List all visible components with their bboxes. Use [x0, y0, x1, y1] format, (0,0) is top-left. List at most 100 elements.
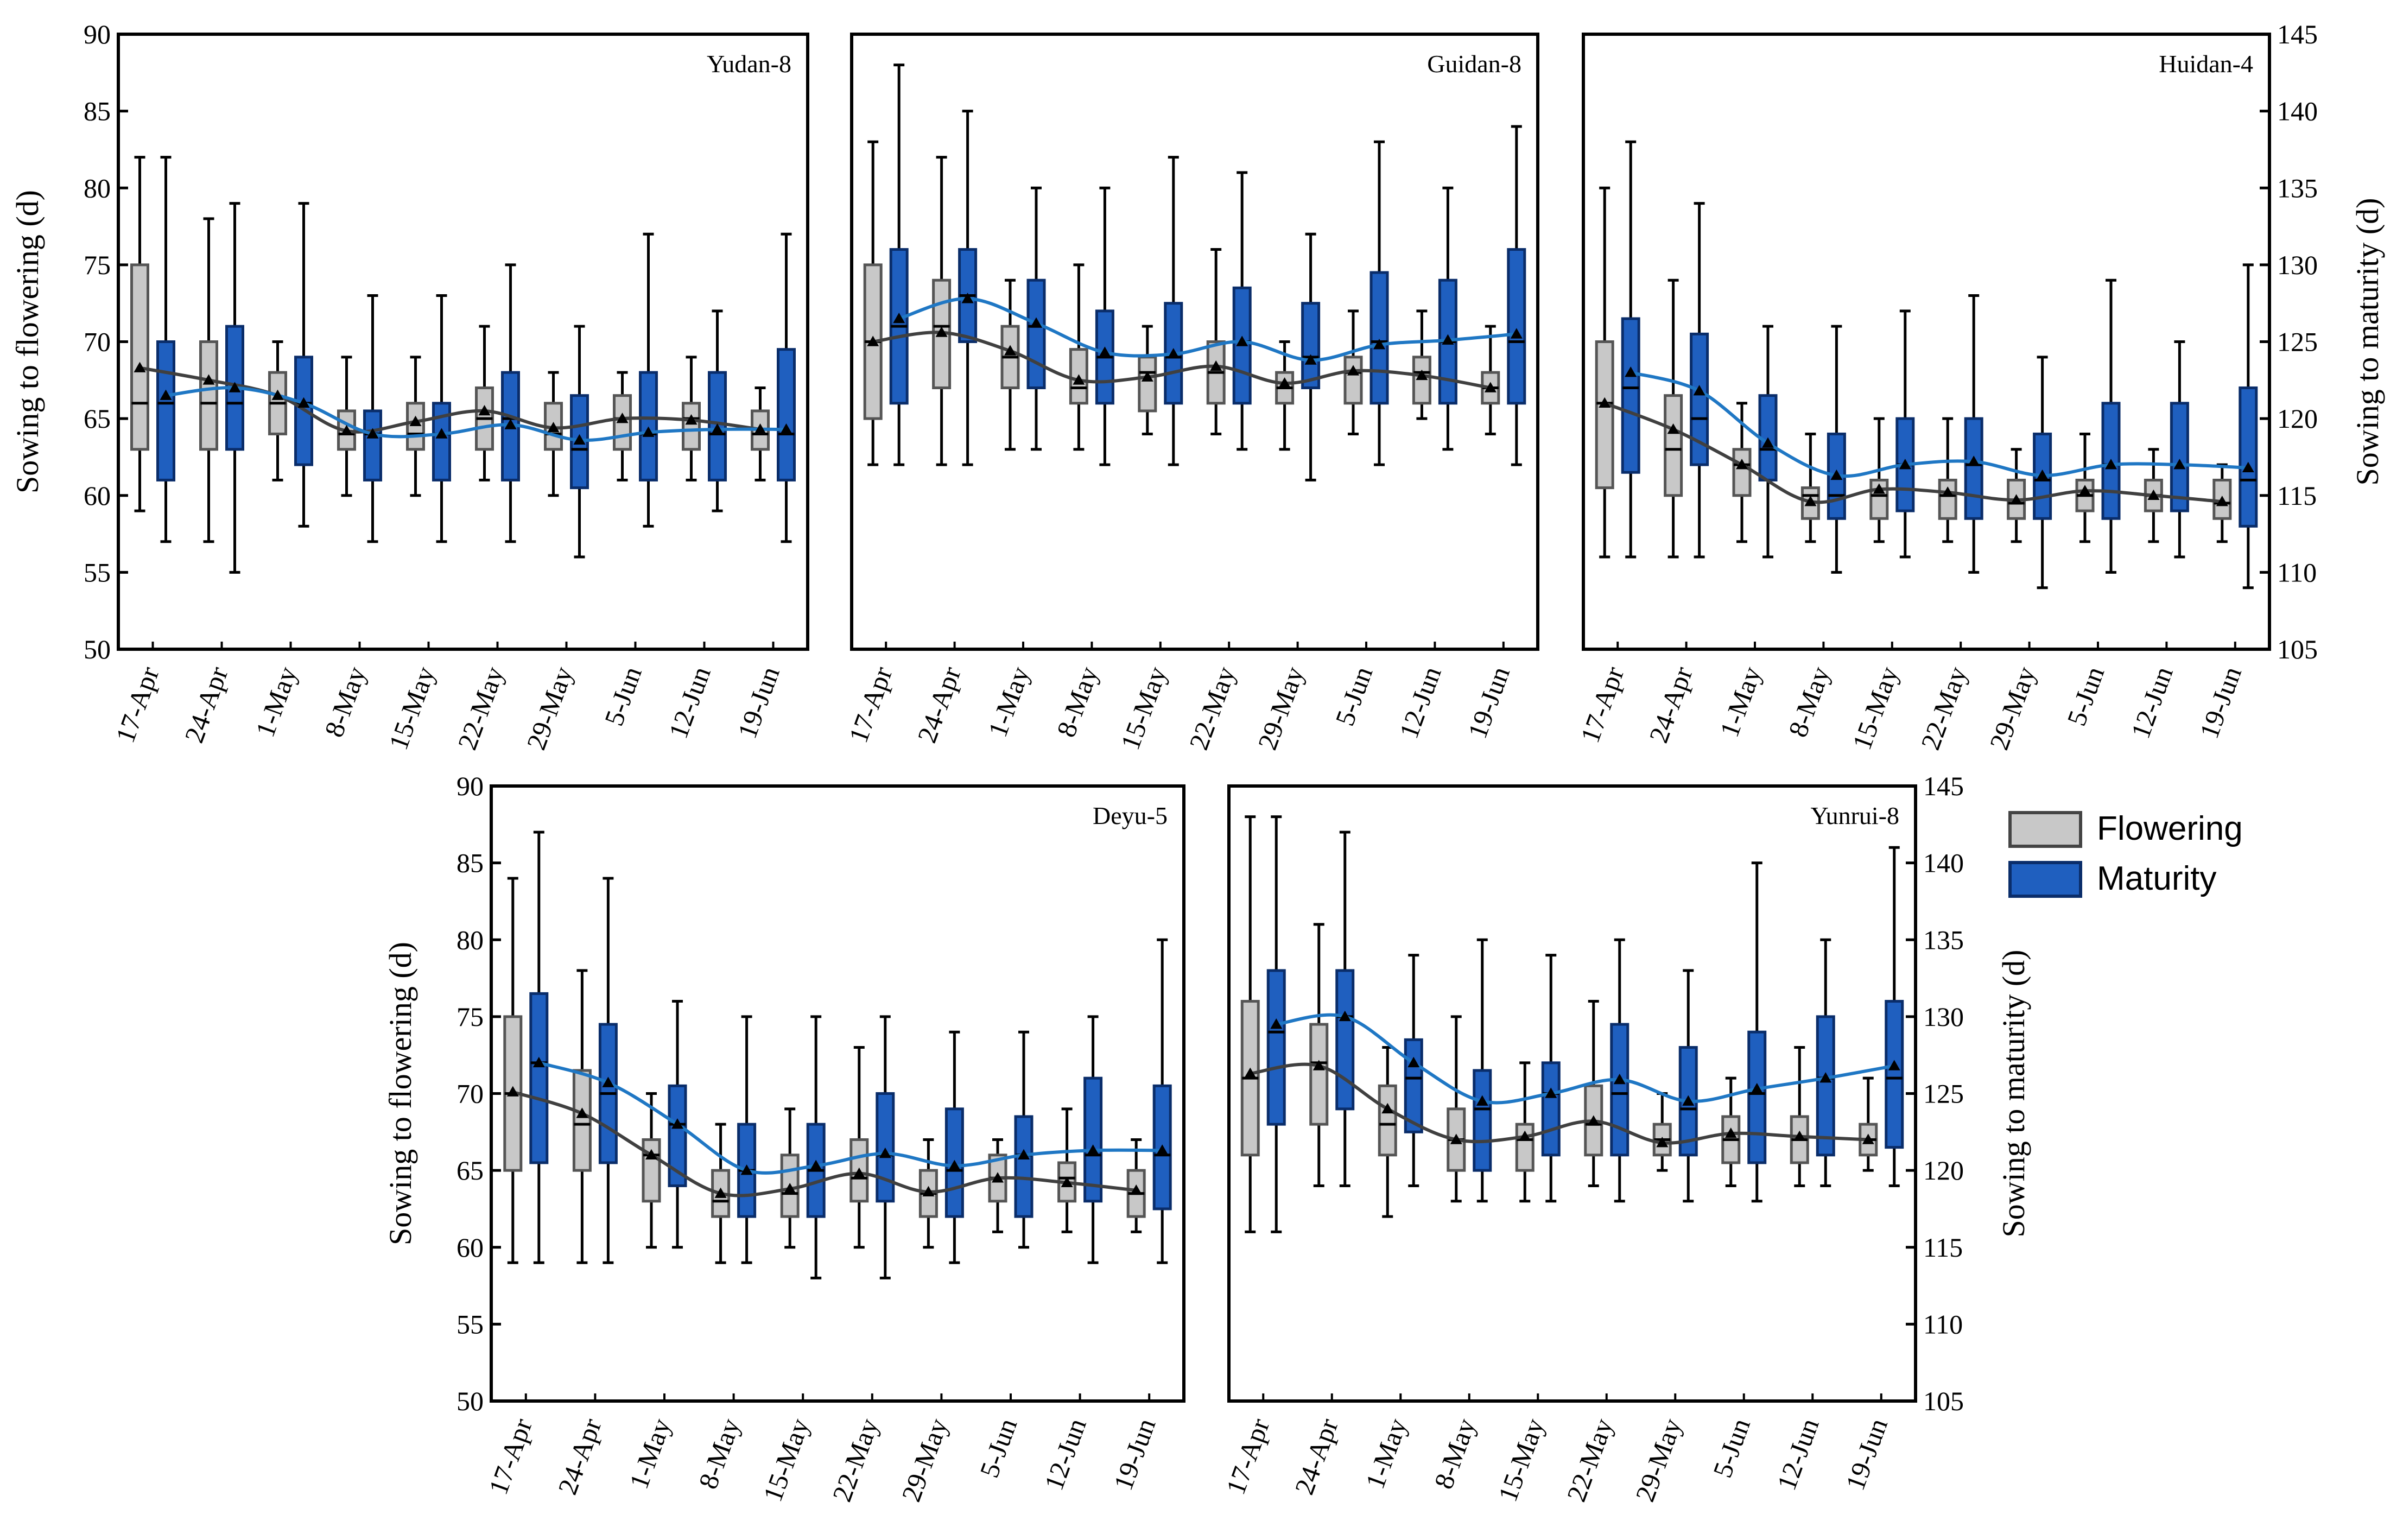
flowering-mean-19-Jun: [1862, 1133, 1874, 1144]
flowering-box-17-Apr: [1240, 815, 1260, 1233]
maturity-box-17-Apr-iqr-box: [1266, 969, 1286, 1126]
maturity-mean-19-Jun: [2242, 461, 2254, 473]
flowering-mean-24-Apr: [1313, 1060, 1325, 1070]
maturity-box-19-Jun-iqr-box: [1507, 248, 1526, 405]
maturity-box-12-Jun-iqr-box: [1083, 1076, 1103, 1203]
right-tick-label: 125: [2277, 327, 2318, 357]
maturity-mean-24-Apr: [229, 382, 241, 392]
left-tick-label: 80: [84, 173, 111, 203]
maturity-mean-line: [538, 1061, 1163, 1175]
maturity-mean-17-Apr: [160, 389, 172, 400]
flowering-box-5-Jun: [1343, 309, 1363, 435]
maturity-mean-12-Jun: [1442, 334, 1454, 345]
maturity-box-19-Jun: [1507, 125, 1526, 466]
flowering-mean-12-Jun: [685, 414, 698, 425]
flowering-box-24-Apr: [1309, 923, 1329, 1187]
maturity-box-24-Apr: [1335, 831, 1355, 1187]
flowering-box-22-May: [475, 325, 494, 481]
flowering-box-15-May-iqr-box: [1515, 1123, 1535, 1172]
maturity-box-5-Jun-iqr-box: [1369, 271, 1389, 405]
left-tick-label: 55: [456, 1309, 484, 1339]
flowering-box-15-May-iqr-box: [406, 402, 425, 451]
maturity-box-15-May-iqr-box: [1541, 1061, 1561, 1157]
maturity-box-17-Apr: [1621, 140, 1640, 559]
flowering-mean-line: [139, 366, 760, 434]
panel-title: Yudan-8: [707, 50, 791, 78]
flowering-mean-8-May: [714, 1187, 727, 1198]
maturity-mean-12-Jun: [1087, 1144, 1099, 1155]
flowering-box-12-Jun: [1790, 1046, 1809, 1187]
flowering-box-17-Apr: [1595, 186, 1614, 559]
maturity-box-19-Jun-iqr-box: [2239, 386, 2258, 528]
flowering-box-12-Jun-iqr-box: [1412, 356, 1431, 405]
maturity-mean-15-May: [435, 428, 448, 439]
panel-guidan-8: Guidan-817-Apr 24-Apr 1-May 8-May 15-May 22-M…: [843, 33, 1539, 754]
flowering-mean-15-May: [1519, 1130, 1531, 1142]
flowering-box-24-Apr-iqr-box: [1664, 394, 1683, 497]
left-axis-title: Sowing to flowering (d): [10, 190, 45, 493]
maturity-box-22-May-iqr-box: [1964, 417, 1983, 520]
flowering-mean-24-Apr: [1667, 423, 1679, 434]
right-tick-label: 135: [2277, 173, 2318, 203]
legend: Flowering Maturity: [2008, 810, 2243, 898]
left-tick-label: 75: [456, 1002, 484, 1032]
maturity-mean-8-May: [1476, 1095, 1488, 1106]
maturity-mean-12-Jun: [1819, 1072, 1832, 1083]
maturity-mean-15-May: [1899, 459, 1911, 470]
flowering-box-15-May: [1515, 1061, 1535, 1203]
maturity-mean-1-May: [1762, 437, 1774, 448]
flowering-box-24-Apr: [1664, 278, 1683, 559]
right-tick-label: 145: [2277, 19, 2318, 49]
maturity-mean-15-May: [810, 1159, 822, 1170]
maturity-box-19-Jun: [777, 232, 796, 543]
left-tick-label: 80: [456, 924, 484, 955]
maturity-mean-22-May: [879, 1147, 891, 1158]
legend-label-flowering: Flowering: [2097, 810, 2243, 847]
maturity-mean-29-May: [1682, 1095, 1695, 1106]
flowering-box-15-May-iqr-box: [1869, 478, 1889, 520]
maturity-box-22-May-iqr-box: [1610, 1023, 1630, 1157]
flowering-mean-8-May: [1804, 496, 1817, 506]
flowering-box-1-May-iqr-box: [642, 1138, 661, 1203]
panel-title: Huidan-4: [2159, 50, 2253, 78]
maturity-box-8-May: [1095, 186, 1114, 466]
flowering-mean-24-Apr: [935, 326, 948, 337]
right-tick-label: 140: [1923, 848, 1964, 878]
flowering-box-19-Jun: [1126, 1138, 1146, 1233]
flowering-box-24-Apr: [572, 969, 592, 1264]
flowering-mean-line: [512, 1090, 1137, 1197]
maturity-box-22-May-iqr-box: [876, 1092, 895, 1203]
maturity-box-8-May: [363, 294, 382, 543]
flowering-mean-8-May: [1073, 374, 1085, 385]
maturity-box-5-Jun-iqr-box: [1747, 1030, 1767, 1164]
maturity-mean-17-Apr: [532, 1056, 545, 1068]
maturity-box-12-Jun: [1816, 938, 1835, 1187]
maturity-box-12-Jun-iqr-box: [2170, 402, 2189, 512]
maturity-mean-29-May: [2036, 469, 2049, 480]
maturity-mean-5-Jun: [2105, 459, 2117, 470]
right-tick-label: 105: [2277, 634, 2318, 664]
left-tick-label: 70: [456, 1079, 484, 1109]
right-tick-label: 110: [1923, 1309, 1963, 1339]
flowering-box-12-Jun: [1412, 309, 1431, 420]
panel-title: Guidan-8: [1427, 50, 1521, 78]
maturity-mean-17-Apr: [893, 313, 905, 324]
maturity-mean-19-Jun: [1510, 328, 1523, 339]
flowering-mean-17-Apr: [1244, 1067, 1257, 1078]
flowering-box-8-May: [1069, 263, 1088, 451]
flowering-mean-29-May: [1278, 377, 1291, 388]
flowering-box-24-Apr-iqr-box: [1309, 1023, 1329, 1126]
left-tick-label: 75: [84, 250, 111, 280]
flowering-mean-1-May: [1004, 345, 1016, 356]
maturity-mean-5-Jun: [1373, 339, 1385, 350]
panel-frame: [1227, 784, 1917, 1403]
maturity-box-17-Apr: [529, 831, 549, 1264]
maturity-mean-19-Jun: [1156, 1144, 1169, 1155]
maturity-mean-8-May: [366, 428, 379, 439]
left-tick-label: 65: [456, 1155, 484, 1186]
flowering-mean-1-May: [645, 1149, 657, 1160]
flowering-mean-22-May: [1587, 1115, 1600, 1126]
flowering-box-24-Apr-iqr-box: [199, 340, 218, 451]
maturity-mean-8-May: [1830, 469, 1843, 480]
panel-frame: [117, 33, 809, 651]
